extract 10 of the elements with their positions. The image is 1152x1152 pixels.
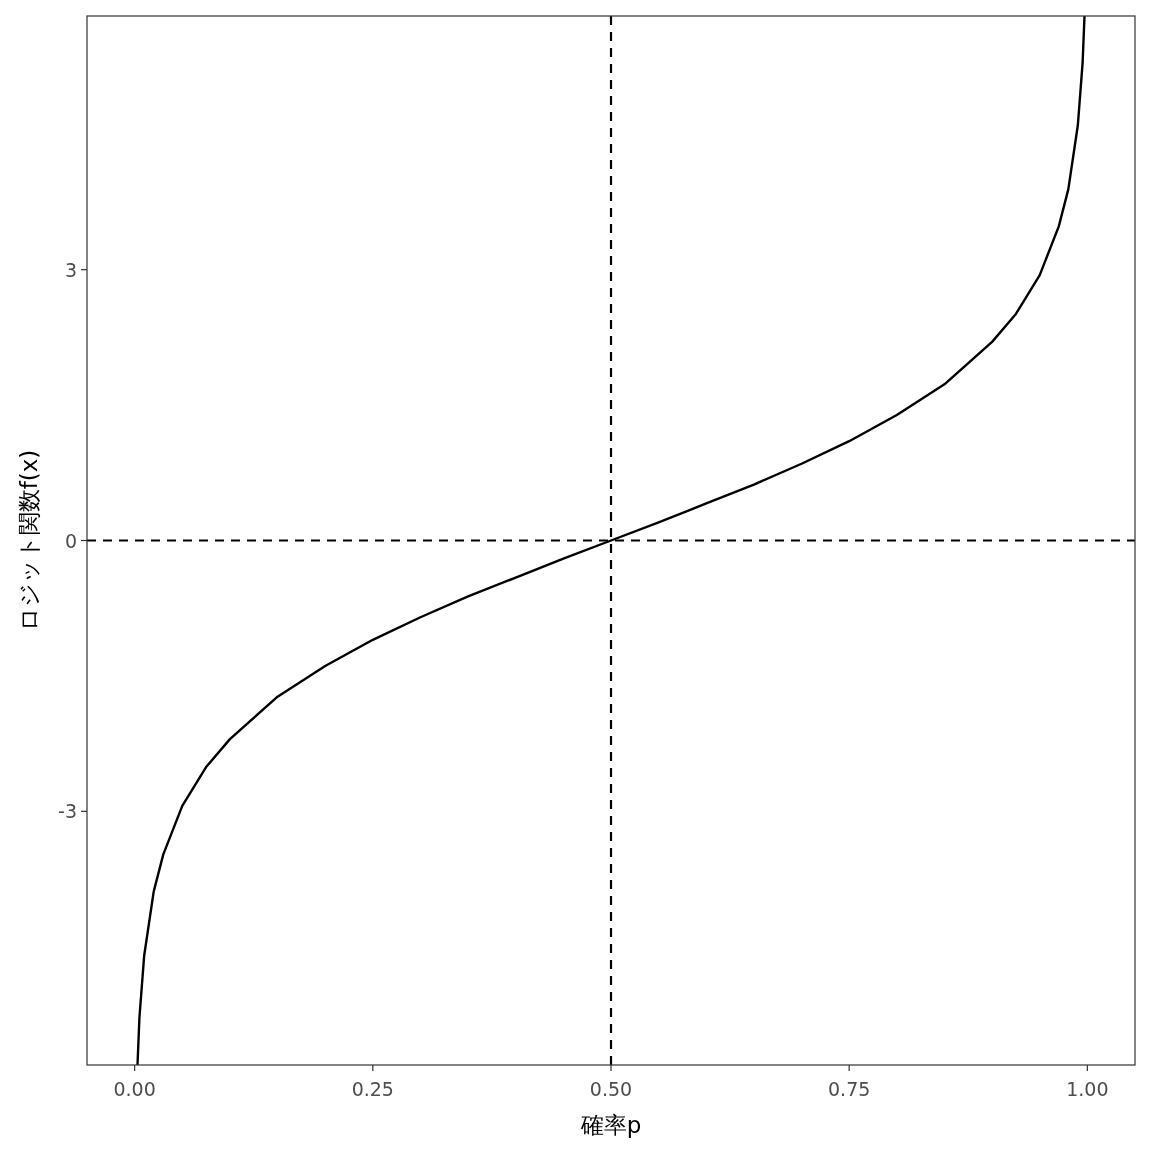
x-tick-label: 0.25 [351,1078,394,1100]
y-tick-label: 3 [64,258,77,281]
x-tick-label: 0.00 [113,1078,156,1100]
y-axis-title: ロジット関数f(x) [16,449,42,632]
x-tick-label: 0.75 [828,1078,871,1100]
x-tick-label: 0.50 [589,1078,633,1100]
x-tick-label: 1.00 [1066,1078,1109,1100]
y-tick-label: 0 [64,529,77,552]
y-tick-label: -3 [58,800,77,823]
x-axis-title: 確率p [579,1112,642,1138]
